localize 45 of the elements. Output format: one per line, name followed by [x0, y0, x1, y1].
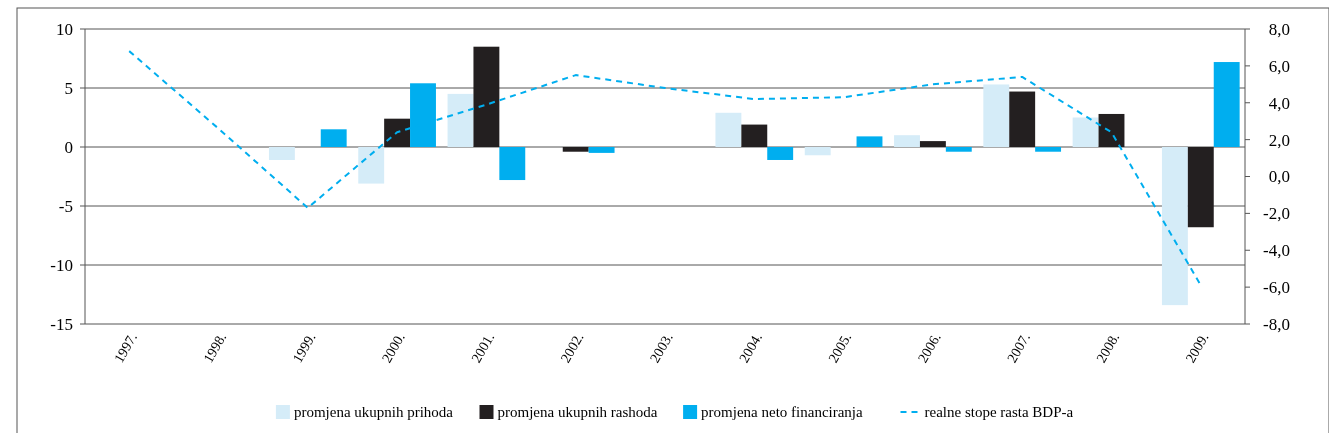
y-tick-label: -10: [50, 255, 73, 275]
y2-tick-label: 6,0: [1268, 56, 1290, 76]
y2-tick-label: -2,0: [1263, 204, 1290, 224]
bar: [1009, 91, 1036, 147]
y-tick-label: -5: [58, 196, 73, 216]
bar: [767, 147, 794, 160]
bar: [894, 135, 920, 147]
bar: [499, 147, 526, 181]
bar: [1187, 147, 1214, 228]
bar: [384, 118, 411, 147]
y2-tick-label: 2,0: [1268, 130, 1290, 150]
y2-tick-label: -6,0: [1263, 278, 1290, 298]
bar: [588, 147, 615, 153]
bar: [473, 46, 500, 147]
bar: [1161, 147, 1188, 306]
bar: [919, 141, 946, 147]
y2-tick-label: 8,0: [1268, 19, 1290, 39]
bar: [1072, 117, 1099, 147]
y-tick-label: 5: [64, 78, 73, 98]
bar: [268, 147, 295, 160]
bar: [715, 112, 742, 147]
bar: [447, 93, 474, 147]
bar: [1213, 62, 1240, 147]
y2-tick-label: -8,0: [1263, 314, 1290, 334]
bar: [983, 84, 1010, 147]
bar: [320, 129, 347, 147]
legend-label: promjena ukupnih rashoda: [497, 404, 658, 421]
y-tick-label: 10: [56, 19, 73, 39]
y2-tick-label: 0,0: [1268, 167, 1290, 187]
bar: [945, 147, 972, 152]
legend-label: promjena ukupnih prihoda: [293, 404, 454, 421]
y-tick-label: 0: [64, 137, 73, 157]
bar: [741, 124, 768, 147]
bar: [856, 136, 883, 147]
legend-label: realne stope rasta BDP-a: [924, 404, 1074, 421]
bar: [562, 147, 589, 152]
bar: [804, 147, 831, 156]
bar: [358, 147, 385, 184]
y2-tick-label: -4,0: [1263, 241, 1290, 261]
legend-label: promjena neto financiranja: [701, 404, 864, 421]
y2-tick-label: 4,0: [1268, 93, 1290, 113]
bar: [1098, 113, 1125, 147]
y-tick-label: -15: [50, 314, 73, 334]
bar: [1035, 147, 1062, 152]
bar: [410, 83, 436, 147]
